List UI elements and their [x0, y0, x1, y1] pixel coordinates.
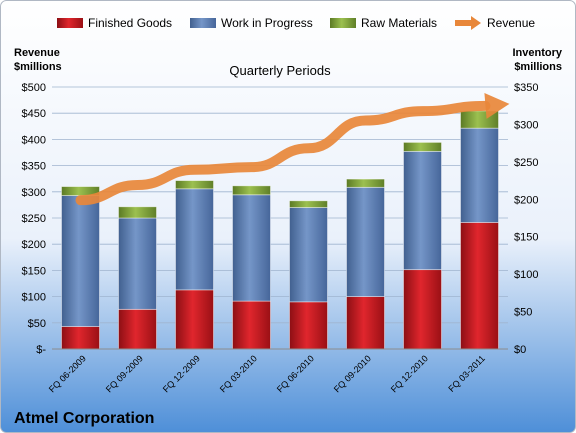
bar-segment-finished-goods: [460, 222, 499, 350]
right-axis-title-line1: Inventory: [512, 47, 562, 59]
right-axis-title-line2: $millions: [514, 61, 562, 73]
legend-item-revenue: Revenue: [455, 16, 535, 30]
legend-item-raw-materials: Raw Materials: [330, 16, 437, 30]
bar-segment-work-in-progress: [403, 150, 442, 271]
left-tick-label: $-: [36, 344, 46, 356]
right-tick-label: $50: [514, 307, 532, 319]
right-tick-label: $100: [514, 269, 538, 281]
right-tick-label: $250: [514, 157, 538, 169]
left-tick-label: $100: [22, 292, 46, 304]
legend-item-work-in-progress: Work in Progress: [190, 16, 313, 30]
legend-label-work-in-progress: Work in Progress: [221, 16, 313, 30]
legend-swatch-revenue: [455, 16, 481, 30]
bar-segment-work-in-progress: [61, 195, 100, 327]
bar-segment-finished-goods: [175, 289, 214, 350]
left-tick-label: $450: [22, 108, 46, 120]
left-tick-label: $150: [22, 265, 46, 277]
legend-item-finished-goods: Finished Goods: [57, 16, 172, 30]
left-tick-label: $200: [22, 239, 46, 251]
bar-segment-work-in-progress: [232, 194, 271, 302]
legend-label-revenue: Revenue: [487, 16, 535, 30]
bar-segment-work-in-progress: [346, 186, 385, 298]
right-tick-label: $0: [514, 344, 526, 356]
legend-swatch-raw-materials: [330, 18, 356, 28]
left-axis-title-line2: $millions: [14, 61, 62, 73]
bar-segment-raw-materials: [175, 180, 214, 190]
left-tick-label: $50: [28, 318, 46, 330]
legend-swatch-work-in-progress: [190, 18, 216, 28]
bar-segment-finished-goods: [232, 300, 271, 350]
right-tick-label: $350: [514, 82, 538, 94]
legend: Finished Goods Work in Progress Raw Mate…: [57, 16, 535, 30]
bar-segment-raw-materials: [289, 200, 328, 208]
bar-segment-raw-materials: [403, 141, 442, 152]
revenue-arrow-head: [484, 92, 510, 119]
bar-segment-finished-goods: [346, 296, 385, 350]
left-axis-ticks: $- $50 $100 $150 $200 $250 $300 $350 $400 $450 $50…: [22, 82, 47, 356]
right-tick-label: $200: [514, 194, 538, 206]
legend-swatch-finished-goods: [57, 18, 83, 28]
left-tick-label: $250: [22, 213, 46, 225]
bar-segment-work-in-progress: [118, 217, 157, 310]
bar-segment-work-in-progress: [175, 188, 214, 291]
bar-segment-work-in-progress: [289, 207, 328, 303]
left-axis-title-line1: Revenue: [14, 47, 60, 59]
left-tick-label: $500: [22, 82, 46, 94]
bar-segment-raw-materials: [118, 206, 157, 219]
chart-title: Quarterly Periods: [229, 63, 331, 78]
bar-segment-finished-goods: [403, 269, 442, 350]
right-tick-label: $150: [514, 232, 538, 244]
left-tick-label: $350: [22, 161, 46, 173]
bar-segment-finished-goods: [118, 308, 157, 350]
left-tick-label: $400: [22, 134, 46, 146]
revenue-line: [75, 92, 510, 206]
legend-label-finished-goods: Finished Goods: [88, 16, 172, 30]
bar-segment-finished-goods: [289, 301, 328, 350]
legend-label-raw-materials: Raw Materials: [361, 16, 437, 30]
company-name: Atmel Corporation: [14, 410, 154, 427]
right-tick-label: $300: [514, 119, 538, 131]
revenue-line-path: [75, 100, 491, 206]
bar-segment-raw-materials: [346, 178, 385, 188]
bars: [61, 110, 499, 350]
bar-segment-work-in-progress: [460, 127, 499, 223]
left-tick-label: $300: [22, 187, 46, 199]
right-axis-ticks: $0 $50 $100 $150 $200 $250 $300 $350: [514, 82, 538, 356]
bar-segment-raw-materials: [232, 185, 271, 196]
bar-segment-finished-goods: [61, 326, 100, 350]
